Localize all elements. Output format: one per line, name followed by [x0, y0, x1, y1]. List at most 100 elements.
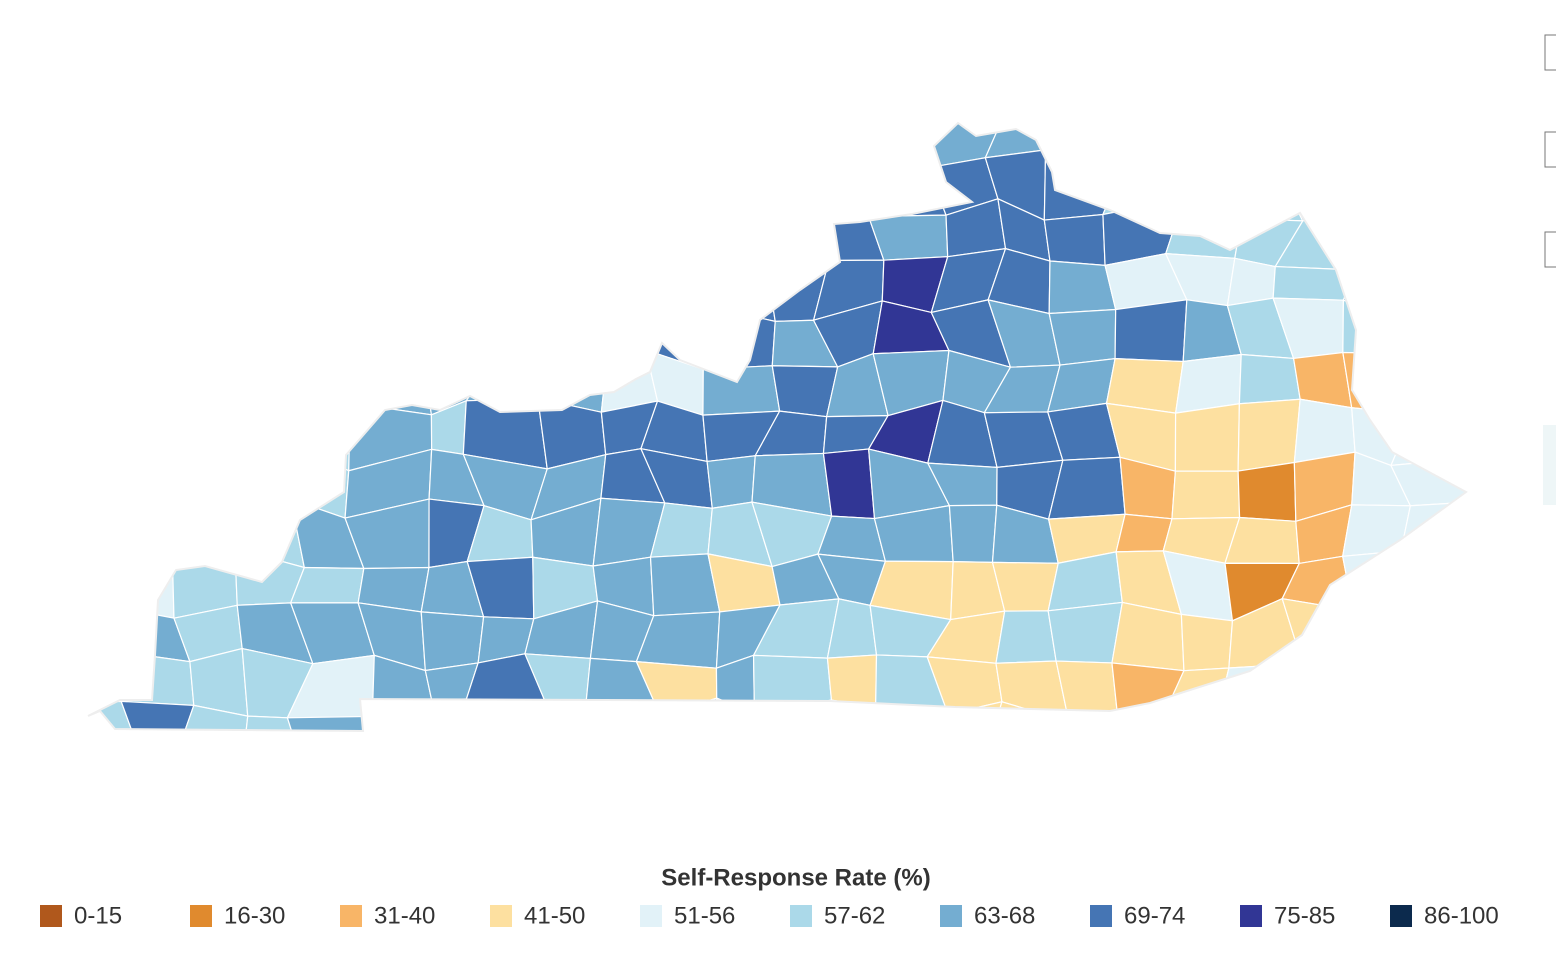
- county: [1465, 399, 1466, 459]
- control-box[interactable]: [1544, 231, 1556, 268]
- legend-swatch: [1240, 905, 1262, 927]
- county: [826, 654, 878, 709]
- county: [537, 218, 593, 263]
- county: [88, 123, 130, 171]
- legend-label: 41-50: [524, 902, 585, 929]
- county: [1276, 168, 1359, 222]
- county: [1043, 213, 1106, 267]
- county: [172, 255, 252, 302]
- county: [1400, 548, 1466, 616]
- county: [1347, 123, 1417, 171]
- county: [591, 123, 664, 166]
- legend-label: 63-68: [974, 902, 1035, 929]
- county: [1389, 654, 1466, 712]
- county: [1238, 353, 1301, 405]
- county: [170, 397, 256, 471]
- county: [1470, 249, 1528, 319]
- county: [357, 698, 433, 731]
- county: [171, 505, 236, 555]
- county: [1470, 99, 1516, 154]
- county: [1465, 456, 1466, 515]
- county: [591, 260, 659, 318]
- county: [694, 251, 776, 323]
- legend-label: 75-85: [1274, 902, 1335, 929]
- county: [88, 399, 140, 468]
- county: [1471, 364, 1532, 410]
- county: [659, 697, 718, 731]
- county: [467, 250, 550, 310]
- county: [1274, 123, 1359, 171]
- county: [1111, 662, 1185, 720]
- county: [408, 251, 490, 315]
- county: [1395, 315, 1466, 369]
- control-box[interactable]: [1544, 34, 1556, 71]
- county: [925, 700, 1003, 731]
- county: [88, 558, 138, 614]
- county: [1227, 161, 1304, 222]
- county: [127, 151, 194, 211]
- county: [1114, 299, 1188, 363]
- county: [182, 154, 251, 211]
- county: [890, 123, 937, 170]
- county: [120, 123, 194, 156]
- county: [173, 704, 249, 731]
- county: [1048, 308, 1117, 366]
- county: [662, 123, 716, 159]
- county: [1110, 123, 1186, 154]
- county: [1174, 353, 1242, 414]
- county: [639, 213, 711, 272]
- legend-label: 51-56: [674, 902, 735, 929]
- county: [1277, 707, 1349, 731]
- county: [88, 652, 131, 704]
- county: [355, 152, 432, 221]
- county: [1446, 652, 1466, 704]
- county: [404, 698, 475, 731]
- county: [1105, 714, 1180, 731]
- county: [121, 400, 194, 471]
- county: [596, 307, 648, 373]
- county: [1219, 705, 1295, 731]
- county: [1044, 123, 1130, 154]
- county: [537, 159, 593, 221]
- county: [1161, 705, 1237, 731]
- county: [1237, 398, 1301, 472]
- county: [531, 358, 607, 413]
- county: [349, 268, 423, 315]
- county: [405, 208, 490, 270]
- county: [240, 359, 309, 421]
- county: [948, 504, 998, 564]
- county: [870, 707, 950, 731]
- county: [1342, 654, 1404, 723]
- legend-swatch: [190, 905, 212, 927]
- legend-label: 69-74: [1124, 902, 1185, 929]
- county: [752, 654, 833, 714]
- county: [405, 158, 488, 221]
- control-box[interactable]: [1544, 131, 1556, 168]
- county: [1228, 123, 1278, 171]
- county: [1446, 598, 1466, 669]
- county: [1115, 513, 1173, 553]
- county: [1174, 403, 1240, 472]
- county: [292, 202, 376, 273]
- county: [1353, 168, 1417, 217]
- county: [537, 123, 599, 166]
- county: [303, 300, 366, 366]
- county: [758, 155, 820, 213]
- county: [712, 697, 760, 731]
- county: [995, 610, 1057, 664]
- county: [758, 202, 830, 262]
- legend-swatch: [640, 905, 662, 927]
- county: [1050, 714, 1119, 731]
- legend: 0-15 16-30 31-40 41-50 51-56 57-62 63-68 69-74 7…: [40, 902, 1499, 929]
- county: [1390, 399, 1466, 467]
- county: [1341, 504, 1412, 558]
- legend-swatch: [1390, 905, 1412, 927]
- county: [646, 251, 709, 309]
- county: [460, 159, 539, 221]
- legend-swatch: [340, 905, 362, 927]
- county: [635, 660, 718, 716]
- legend-swatch: [40, 905, 62, 927]
- county: [286, 715, 374, 731]
- county: [349, 300, 426, 370]
